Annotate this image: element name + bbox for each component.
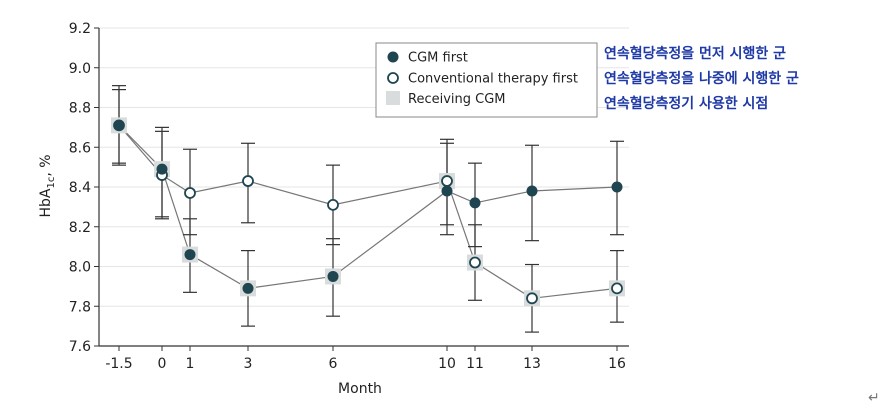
conventional-first-point <box>469 256 481 269</box>
cgm-first-point <box>441 185 453 197</box>
y-axis-label-rest: , % <box>38 154 54 176</box>
legend-receiving-cgm-label: Receiving CGM <box>408 92 506 107</box>
legend-conventional-first-label: Conventional therapy first <box>408 72 578 87</box>
legend: CGM first Conventional therapy first Rec… <box>375 42 598 118</box>
legend-conventional-first-marker <box>387 72 399 84</box>
conventional-first-point <box>526 292 538 305</box>
y-tick-label: 7.6 <box>69 339 91 355</box>
legend-box <box>375 42 598 118</box>
legend-cgm-first-marker <box>387 51 399 63</box>
conventional-first-line <box>118 124 618 299</box>
cgm-first-point <box>526 185 538 197</box>
conventional-first-point <box>327 198 339 211</box>
conventional-first-point <box>242 175 254 187</box>
x-tick-label: 13 <box>523 356 541 372</box>
y-axis-label-sub: 1c <box>46 177 57 189</box>
return-arrow-icon: ↵ <box>868 390 880 406</box>
y-tick-label: 8.0 <box>69 260 91 276</box>
conventional-first-point <box>441 175 453 187</box>
x-tick-label: 16 <box>608 356 626 372</box>
conventional-first-point <box>611 282 623 295</box>
legend-receiving-cgm-marker <box>386 91 400 105</box>
x-tick-label: 3 <box>244 356 253 372</box>
conventional-first-point <box>184 187 196 199</box>
annotation-cgm-first-korean: 연속혈당측정을 먼저 시행한 군 <box>604 45 786 62</box>
cgm-first-point <box>469 197 481 209</box>
y-axis-label: HbA1c, % <box>38 154 57 217</box>
y-tick-label: 9.2 <box>69 21 91 37</box>
x-axis-label: Month <box>338 381 382 397</box>
cgm-first-point <box>113 119 125 131</box>
cgm-first-point <box>242 282 254 294</box>
y-tick-label: 8.8 <box>69 101 91 117</box>
annotation-cgm-use-timing-korean: 연속혈당측정기 사용한 시점 <box>604 95 768 112</box>
cgm-first-point <box>156 163 168 175</box>
x-tick-label: 1 <box>186 356 195 372</box>
y-tick-label: 9.0 <box>69 61 91 77</box>
y-tick-label: 8.6 <box>69 140 91 156</box>
tick-labels: 7.67.88.08.28.48.68.89.09.2-1.5 0 1 3 6 10 11 1… <box>69 21 626 372</box>
x-tick-label: 6 <box>329 356 338 372</box>
y-axis-label-main: HbA <box>38 188 54 217</box>
y-tick-label: 8.4 <box>69 180 91 196</box>
y-tick-label: 8.2 <box>69 220 91 236</box>
legend-cgm-first-label: CGM first <box>408 51 468 66</box>
x-tick-label: 11 <box>466 356 484 372</box>
series-layer <box>111 85 625 333</box>
x-tick-label: 0 <box>158 356 167 372</box>
annotation-cgm-later-korean: 연속혈당측정을 나중에 시행한 군 <box>604 70 799 87</box>
x-tick-label: 10 <box>438 356 456 372</box>
cgm-first-point <box>611 181 623 193</box>
cgm-first-point <box>327 270 339 282</box>
y-tick-label: 7.8 <box>69 299 91 315</box>
x-tick-label: -1.5 <box>105 356 132 372</box>
grid-lines <box>99 27 629 307</box>
cgm-first-point <box>184 249 196 261</box>
